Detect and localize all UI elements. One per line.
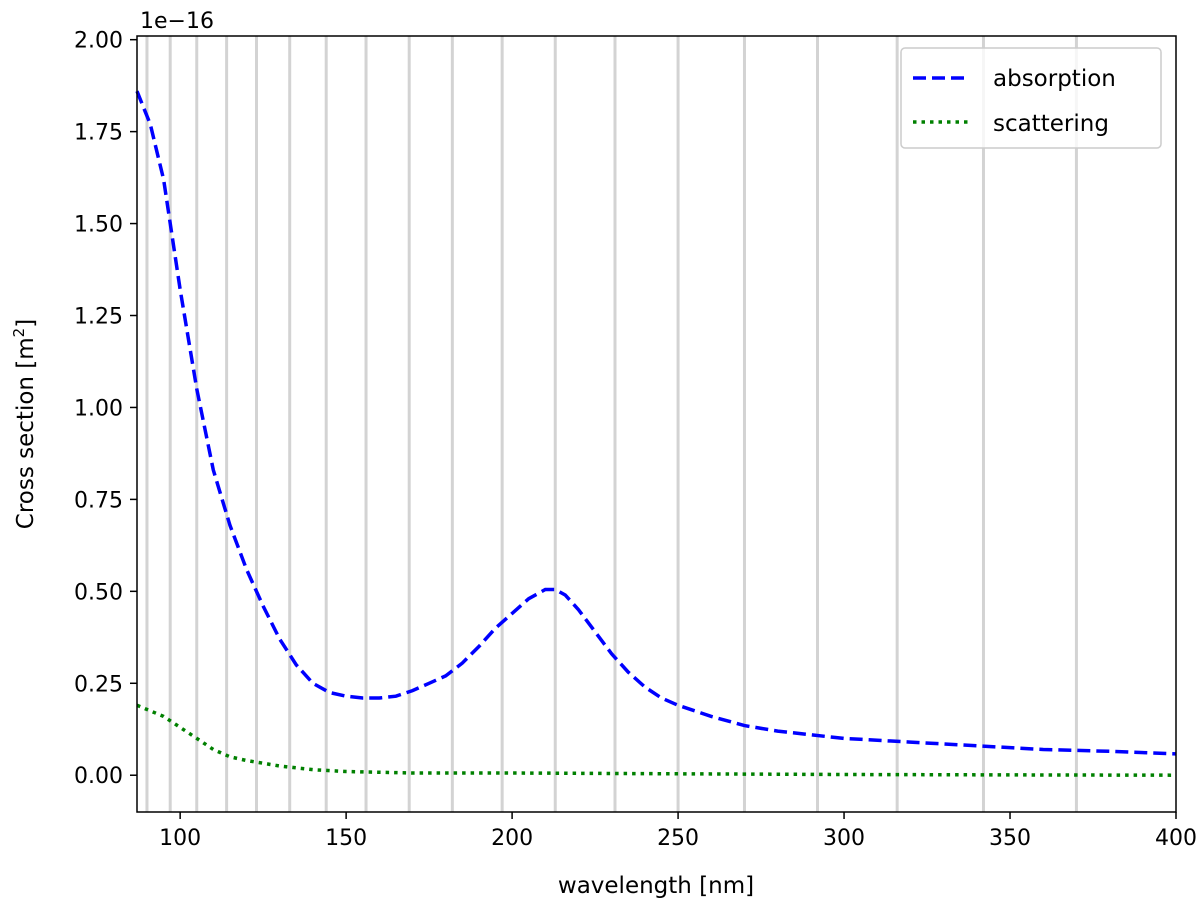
x-tick-label: 150: [325, 826, 367, 851]
x-tick-label: 400: [1155, 826, 1197, 851]
y-axis-ticks: 0.00 0.25 0.50 0.75 1.00 1.25 1.50 1.75 2.00: [74, 29, 137, 789]
x-axis-ticks: 100 150 200 250 300 350 400: [159, 812, 1197, 851]
y-tick-label: 1.75: [74, 121, 123, 146]
y-tick-label: 0.75: [74, 488, 123, 513]
series-layer: [135, 90, 1177, 777]
x-tick-label: 100: [159, 826, 201, 851]
y-tick-label: 0.25: [74, 672, 123, 697]
plot-frame: [136, 35, 1177, 813]
y-axis-label-end: ]: [13, 319, 39, 328]
y-tick-label: 1.00: [74, 396, 123, 421]
y-tick-label: 0.50: [74, 580, 123, 605]
offset-text: 1e−16: [140, 9, 214, 34]
y-axis-label-main: Cross section [m: [13, 337, 39, 529]
vertical-gridlines: [145, 36, 1078, 812]
legend: absorption scattering: [900, 47, 1162, 149]
y-tick-label: 2.00: [74, 29, 123, 54]
legend-label-scattering: scattering: [993, 111, 1109, 137]
y-tick-label: 0.00: [74, 764, 123, 789]
y-tick-label: 1.25: [74, 305, 123, 330]
y-tick-label: 1.50: [74, 213, 123, 238]
series-line-scattering: [136, 703, 1177, 777]
x-tick-label: 300: [823, 826, 865, 851]
series-line-absorption: [135, 90, 1177, 756]
legend-label-absorption: absorption: [993, 66, 1116, 92]
y-axis-label: Cross section [m2]: [10, 319, 39, 529]
x-tick-label: 350: [989, 826, 1031, 851]
x-axis-label: wavelength [nm]: [558, 873, 754, 899]
x-tick-label: 250: [657, 826, 699, 851]
y-axis-label-superscript: 2: [10, 328, 28, 338]
x-tick-label: 200: [491, 826, 533, 851]
